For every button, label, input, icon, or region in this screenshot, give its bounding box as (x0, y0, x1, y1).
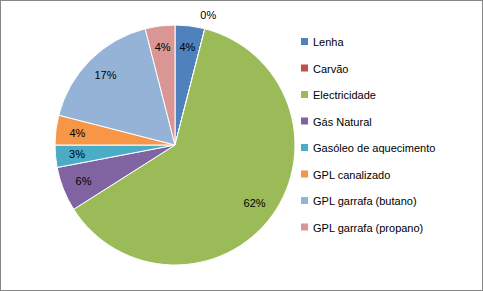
pie-slice (145, 25, 175, 145)
pie-slice (55, 145, 175, 167)
legend-label: Gasóleo de aquecimento (313, 142, 435, 154)
legend-swatch (301, 38, 308, 45)
legend-swatch (301, 171, 308, 178)
data-label: 17% (94, 69, 116, 81)
legend-swatch (301, 65, 308, 72)
legend-label: GPL canalizado (313, 169, 390, 181)
pie (55, 25, 295, 265)
data-label: 4% (155, 41, 171, 53)
legend-swatch (301, 224, 308, 231)
pie-slice (59, 29, 175, 145)
data-label: 6% (76, 175, 92, 187)
legend-label: GPL garrafa (butano) (313, 195, 417, 207)
legend-swatch (301, 91, 308, 98)
legend-swatch (301, 118, 308, 125)
legend-label: Carvão (313, 63, 348, 75)
legend-swatch (301, 197, 308, 204)
data-label: 3% (69, 148, 85, 160)
legend-label: Lenha (313, 36, 344, 48)
legend: Lenha Carvão Electricidade Gás Natural Gasól… (301, 36, 435, 234)
legend-label: Gás Natural (313, 116, 372, 128)
data-label: 62% (244, 197, 266, 209)
legend-label: Electricidade (313, 89, 376, 101)
data-label: 4% (179, 41, 195, 53)
data-label: 4% (69, 127, 85, 139)
legend-label: GPL garrafa (propano) (313, 222, 423, 234)
chart-frame (1, 1, 483, 291)
legend-swatch (301, 144, 308, 151)
data-label: 0% (200, 9, 216, 21)
chart: 4% 0% 62% 6% 3% 4% 17% 4% Lenha Carvão Electricida… (0, 0, 483, 291)
